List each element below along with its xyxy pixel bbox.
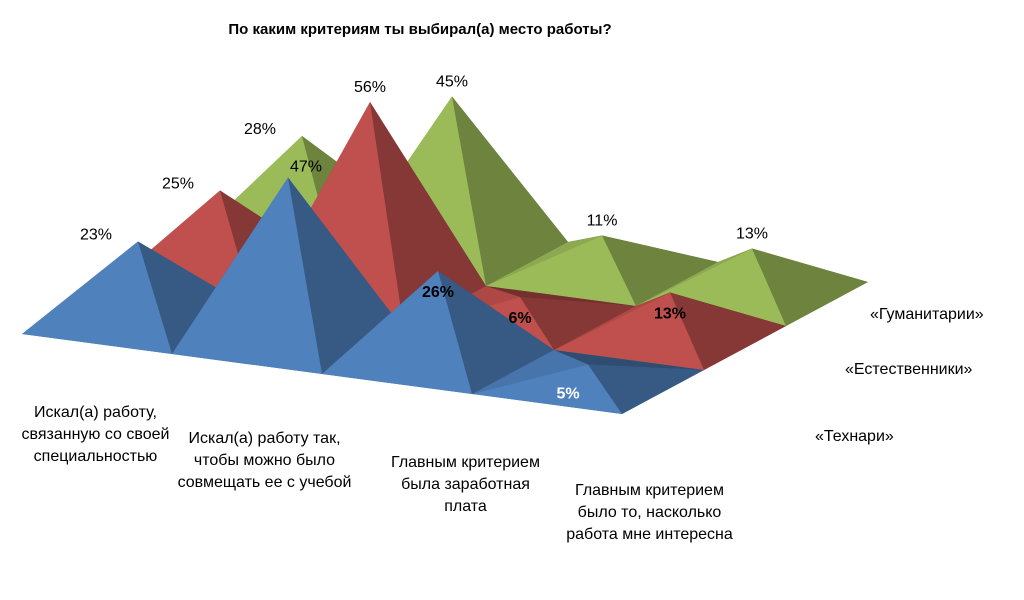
data-label: 56% <box>354 79 386 96</box>
pyramid-front <box>472 364 622 414</box>
pyramid-back <box>486 286 636 306</box>
pyramid-front <box>172 177 322 374</box>
pyramid-left <box>472 350 588 394</box>
data-label: 6% <box>508 310 531 327</box>
data-label: 23% <box>80 227 112 244</box>
pyramid-right <box>602 235 718 306</box>
pyramid-front <box>486 235 636 306</box>
pyramid-front <box>322 271 472 394</box>
x-tick-label: Искал(а) работу, связанную со своей спец… <box>21 404 170 465</box>
legend-label: «Естественники» <box>845 361 973 378</box>
pyramid <box>472 350 704 414</box>
pyramid-right <box>588 364 704 414</box>
data-label: 25% <box>162 176 194 193</box>
x-tick-label: Главным критерием было то, насколько раб… <box>566 482 733 543</box>
chart-title: По каким критериям ты выбирал(а) место р… <box>228 21 611 38</box>
pyramid-back <box>554 350 704 370</box>
pyramid-right <box>752 248 868 326</box>
data-label: 11% <box>587 213 618 230</box>
data-label: 26% <box>422 284 454 301</box>
legend-label: «Технари» <box>815 428 894 445</box>
legend-label: «Гуманитарии» <box>870 306 984 323</box>
data-label: 47% <box>290 159 322 176</box>
pyramid-right <box>370 102 486 330</box>
pyramid <box>486 235 718 306</box>
x-tick-label: Главным критерием была заработная плата <box>391 454 540 515</box>
data-label: 28% <box>244 121 276 138</box>
pyramid <box>322 271 554 394</box>
data-label: 13% <box>736 226 768 243</box>
pyramid-right <box>670 292 786 370</box>
pyramid-right <box>438 271 554 394</box>
pyramid <box>172 177 404 374</box>
data-label: 45% <box>436 74 468 91</box>
pyramid-right <box>138 241 254 354</box>
data-label: 13% <box>654 306 686 323</box>
data-label: 5% <box>556 386 579 403</box>
pyramid-right <box>452 96 568 286</box>
pyramid-front <box>22 241 172 354</box>
pyramid-right <box>520 297 636 350</box>
pyramid-right <box>288 177 404 374</box>
pyramid-front <box>554 292 704 370</box>
x-tick-label: Искал(а) работу так, чтобы можно было со… <box>177 430 352 491</box>
pyramid <box>554 292 786 370</box>
